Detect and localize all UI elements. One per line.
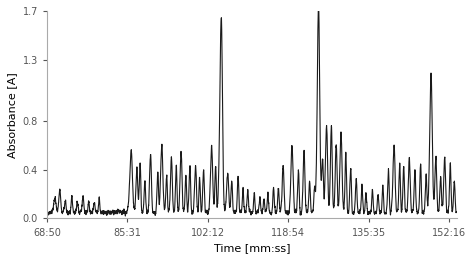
Y-axis label: Absorbance [A]: Absorbance [A]: [7, 72, 17, 158]
X-axis label: Time [mm:ss]: Time [mm:ss]: [214, 243, 290, 253]
